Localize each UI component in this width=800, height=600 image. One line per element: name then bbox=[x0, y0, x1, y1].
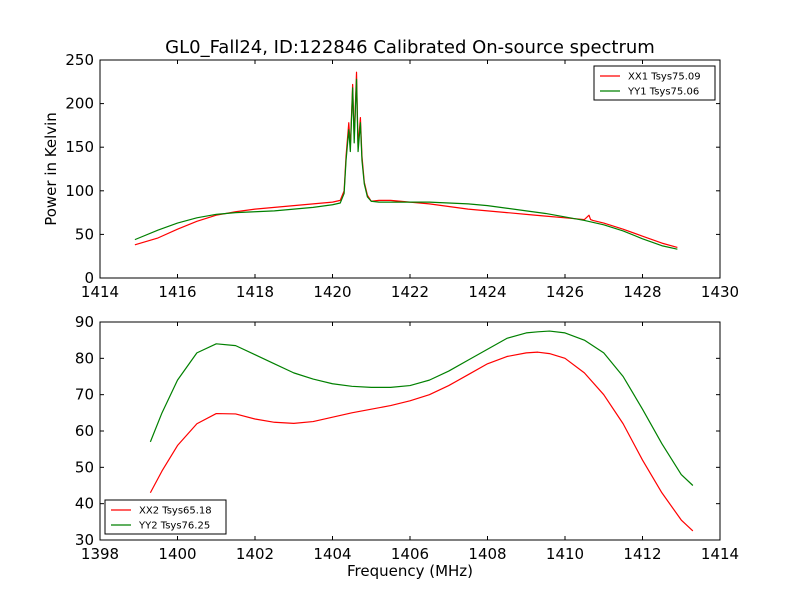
y-axis-label: Power in Kelvin bbox=[42, 112, 60, 226]
x-tick-label: 1404 bbox=[313, 545, 351, 563]
series-line-yy2-tsys76-25 bbox=[149, 330, 694, 486]
series-line-xx2-tsys65-18 bbox=[149, 351, 694, 532]
x-tick-label: 1418 bbox=[236, 283, 274, 301]
y-tick-label: 80 bbox=[75, 349, 94, 367]
legend-label: XX2 Tsys65.18 bbox=[139, 506, 212, 517]
x-tick-label: 1414 bbox=[81, 283, 119, 301]
chart-title: GL0_Fall24, ID:122846 Calibrated On-sour… bbox=[165, 37, 655, 58]
x-axis-label: Frequency (MHz) bbox=[347, 562, 473, 580]
legend-label: YY2 Tsys76.25 bbox=[138, 521, 210, 532]
y-tick-label: 250 bbox=[65, 51, 94, 69]
y-tick-label: 200 bbox=[65, 95, 94, 113]
x-tick-label: 1428 bbox=[623, 283, 661, 301]
y-tick-label: 70 bbox=[75, 386, 94, 404]
series-line-yy1-tsys75-06 bbox=[134, 78, 678, 250]
y-tick-label: 60 bbox=[75, 422, 94, 440]
top-panel: 1414 1416 1418 1420 1422 1424 1426 1428 1430 0 50 1… bbox=[42, 51, 739, 301]
y-tick-label: 0 bbox=[84, 269, 94, 287]
x-tick-label: 1430 bbox=[701, 283, 739, 301]
y-tick-label: 30 bbox=[75, 531, 94, 549]
x-tick-label: 1420 bbox=[313, 283, 351, 301]
legend: XX2 Tsys65.18 YY2 Tsys76.25 bbox=[104, 499, 227, 535]
x-tick-label: 1408 bbox=[468, 545, 506, 563]
legend-box bbox=[104, 499, 227, 535]
x-tick-label: 1402 bbox=[236, 545, 274, 563]
legend-label: XX1 Tsys75.09 bbox=[628, 72, 701, 83]
x-tick-label: 1414 bbox=[701, 545, 739, 563]
y-tick-label: 90 bbox=[75, 313, 94, 331]
y-tick-label: 40 bbox=[75, 495, 94, 513]
y-tick-label: 50 bbox=[75, 225, 94, 243]
x-tick-label: 1416 bbox=[158, 283, 196, 301]
x-tick-label: 1400 bbox=[158, 545, 196, 563]
bottom-panel: 1398 1400 1402 1404 1406 1408 1410 1412 1414 30 40… bbox=[75, 313, 739, 580]
x-tick-label: 1406 bbox=[391, 545, 429, 563]
x-tick-label: 1412 bbox=[623, 545, 661, 563]
legend: XX1 Tsys75.09 YY1 Tsys75.06 bbox=[593, 65, 716, 101]
y-tick-label: 100 bbox=[65, 182, 94, 200]
y-tick-label: 150 bbox=[65, 138, 94, 156]
x-tick-label: 1426 bbox=[546, 283, 584, 301]
x-tick-label: 1410 bbox=[546, 545, 584, 563]
legend-box bbox=[593, 65, 716, 101]
x-tick-label: 1424 bbox=[468, 283, 506, 301]
x-tick-label: 1398 bbox=[81, 545, 119, 563]
y-tick-label: 50 bbox=[75, 458, 94, 476]
legend-label: YY1 Tsys75.06 bbox=[627, 87, 699, 98]
x-tick-label: 1422 bbox=[391, 283, 429, 301]
